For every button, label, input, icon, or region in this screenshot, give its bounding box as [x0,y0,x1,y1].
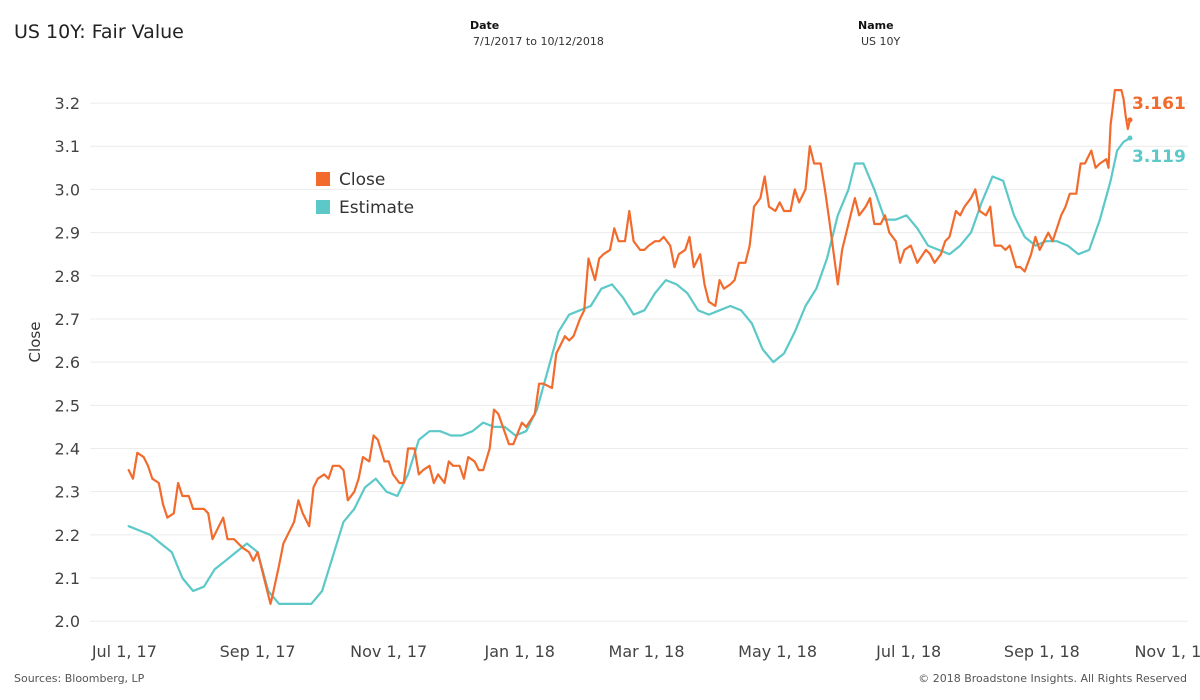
x-tick-label: Nov 1, 18 [1134,642,1200,661]
legend-label-close[interactable]: Close [339,170,385,190]
date-filter-label: Date [470,19,500,32]
y-tick-label: 2.5 [55,396,80,415]
date-filter[interactable]: Date 7/1/2017 to 10/12/2018 [470,19,604,48]
y-tick-label: 2.0 [55,612,80,631]
x-tick-label: Jul 1, 17 [91,642,157,661]
legend-swatch-close [316,172,330,186]
x-tick-label: Jul 1, 18 [875,642,941,661]
y-tick-label: 2.7 [55,310,80,329]
x-tick-label: May 1, 18 [738,642,817,661]
end-label-close: 3.161 [1132,94,1186,114]
name-filter[interactable]: Name US 10Y [858,19,900,48]
legend: Close Estimate [316,170,414,218]
y-tick-label: 2.3 [55,483,80,502]
series-line-estimate [127,136,1132,605]
x-tick-label: Jan 1, 18 [484,642,555,661]
y-tick-label: 2.6 [55,353,80,372]
series-end-point-estimate [1127,135,1133,141]
y-tick-label: 2.9 [55,224,80,243]
x-tick-label: Nov 1, 17 [350,642,427,661]
end-label-estimate: 3.119 [1132,147,1186,167]
series-end-point-close [1127,117,1133,123]
source-note: Sources: Bloomberg, LP [14,672,145,685]
y-tick-label: 2.8 [55,267,80,286]
x-tick-label: Sep 1, 18 [1004,642,1080,661]
x-tick-label: Mar 1, 18 [609,642,685,661]
copyright-note: © 2018 Broadstone Insights. All Rights R… [918,672,1187,685]
series-lines [127,89,1133,605]
y-tick-label: 2.4 [55,439,80,458]
y-axis-ticks: 2.0 2.1 2.2 2.3 2.4 2.5 2.6 2.7 2.8 2.9 3.0 3.1 3.2 [55,94,80,631]
name-filter-value[interactable]: US 10Y [861,35,901,48]
end-value-labels: 3.161 3.119 [1132,94,1186,167]
page-title: US 10Y: Fair Value [14,21,184,43]
y-tick-label: 2.2 [55,526,80,545]
grid-lines [90,102,1188,622]
y-tick-label: 3.1 [55,137,80,156]
x-tick-label: Sep 1, 17 [220,642,296,661]
x-axis-ticks: Jul 1, 17 Sep 1, 17 Nov 1, 17 Jan 1, 18 Mar … [91,642,1200,661]
series-line-close [127,89,1132,605]
y-tick-label: 3.2 [55,94,80,113]
legend-label-estimate[interactable]: Estimate [339,198,414,218]
y-tick-label: 2.1 [55,569,80,588]
date-filter-value[interactable]: 7/1/2017 to 10/12/2018 [473,35,604,48]
y-tick-label: 3.0 [55,180,80,199]
y-axis-label: Close [26,322,44,363]
name-filter-label: Name [858,19,894,32]
legend-swatch-estimate [316,200,330,214]
